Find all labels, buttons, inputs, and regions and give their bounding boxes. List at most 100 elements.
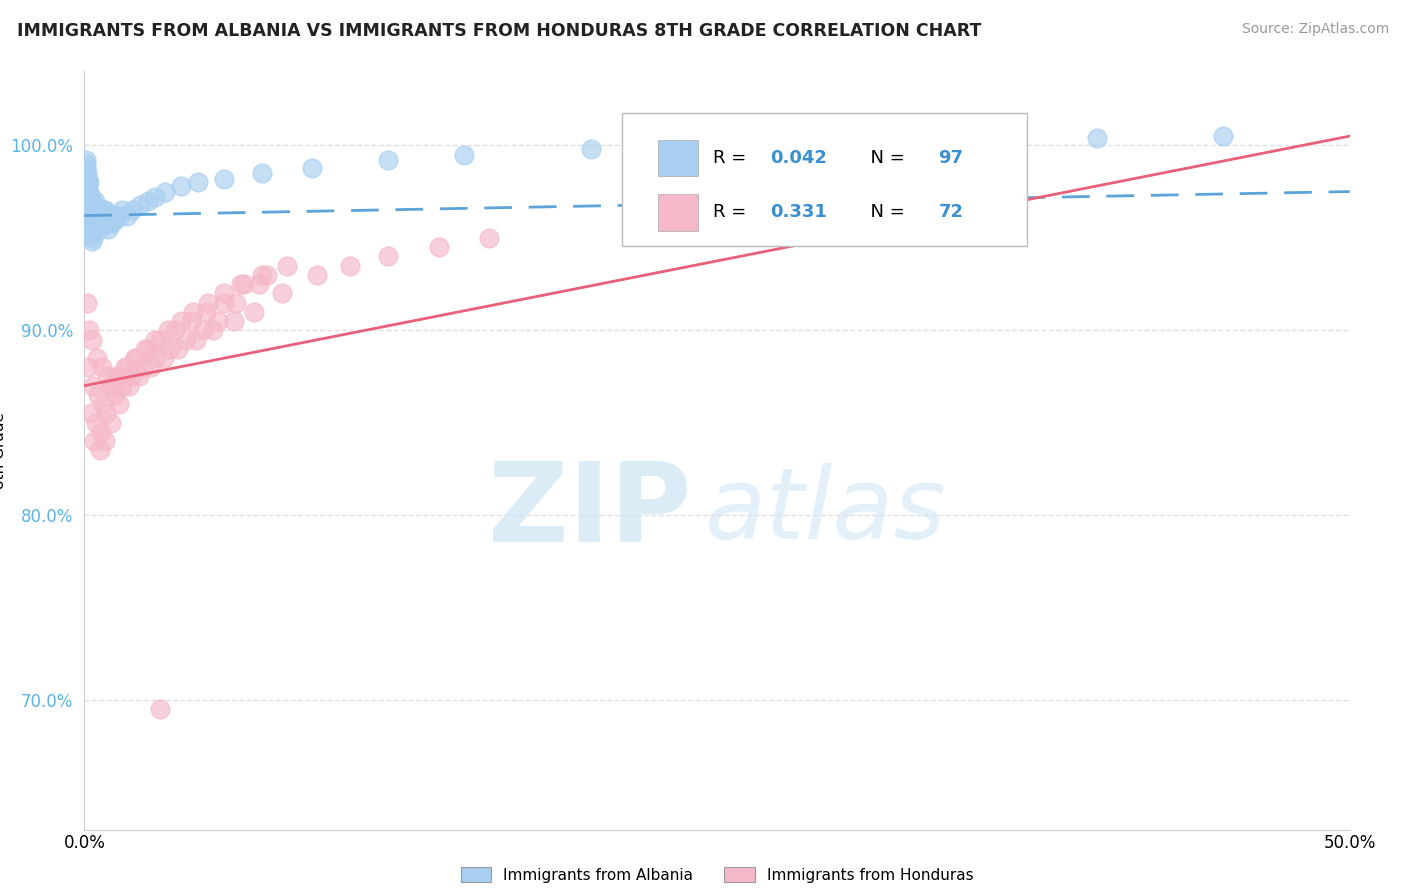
Text: 0.042: 0.042 xyxy=(770,149,827,167)
Point xyxy=(76,166,98,180)
Point xyxy=(94,216,117,230)
Point xyxy=(143,351,166,365)
Point xyxy=(83,221,105,235)
Point xyxy=(75,161,97,175)
Point xyxy=(98,378,121,392)
Point xyxy=(270,286,292,301)
Text: R =: R = xyxy=(713,203,752,221)
Point xyxy=(93,434,115,449)
Text: IMMIGRANTS FROM ALBANIA VS IMMIGRANTS FROM HONDURAS 8TH GRADE CORRELATION CHART: IMMIGRANTS FROM ALBANIA VS IMMIGRANTS FR… xyxy=(17,22,981,40)
Point xyxy=(100,212,122,227)
Point xyxy=(83,202,105,217)
Point xyxy=(82,378,104,392)
Point xyxy=(212,295,235,310)
Point xyxy=(90,209,112,223)
Point xyxy=(82,212,104,227)
Point xyxy=(165,323,187,337)
Point xyxy=(76,202,98,217)
Point xyxy=(101,216,124,230)
Point xyxy=(79,323,101,337)
Point xyxy=(97,221,120,235)
Point xyxy=(75,171,97,186)
Point xyxy=(250,268,273,282)
Point xyxy=(232,277,254,291)
Point xyxy=(129,197,152,211)
Point xyxy=(117,360,139,375)
Point xyxy=(87,216,110,230)
Point xyxy=(104,209,127,223)
Point xyxy=(87,216,110,230)
Point xyxy=(91,216,114,230)
Point xyxy=(83,197,105,211)
Point xyxy=(77,185,100,199)
Point xyxy=(84,202,107,217)
Point xyxy=(87,202,110,217)
Point xyxy=(84,416,107,430)
Point xyxy=(80,235,103,249)
Point xyxy=(75,157,97,171)
Point xyxy=(187,175,209,189)
Point xyxy=(134,342,156,356)
Point xyxy=(301,161,323,175)
Point xyxy=(114,360,136,375)
Point xyxy=(80,216,103,230)
Point xyxy=(75,197,97,211)
Point xyxy=(222,314,245,328)
Point xyxy=(98,216,121,230)
Point xyxy=(77,175,100,189)
Point xyxy=(212,286,235,301)
Point xyxy=(75,166,97,180)
Point xyxy=(194,305,217,319)
Point xyxy=(212,171,235,186)
Point xyxy=(136,194,159,208)
Point xyxy=(121,369,143,384)
Point xyxy=(87,388,110,402)
Point xyxy=(77,194,100,208)
Point xyxy=(87,212,110,227)
Point xyxy=(89,443,111,458)
Point xyxy=(80,209,103,223)
Point xyxy=(339,259,361,273)
Point xyxy=(156,323,179,337)
Point xyxy=(100,212,122,227)
Point xyxy=(80,190,103,204)
Y-axis label: 8th Grade: 8th Grade xyxy=(0,412,7,489)
Point xyxy=(111,202,134,217)
Point xyxy=(79,221,103,235)
Point xyxy=(79,212,101,227)
Point xyxy=(111,378,134,392)
Point xyxy=(1212,129,1234,144)
Point xyxy=(77,185,100,199)
Point xyxy=(124,351,146,365)
Point xyxy=(180,314,202,328)
Point xyxy=(1085,131,1108,145)
Text: 72: 72 xyxy=(939,203,963,221)
Point xyxy=(250,166,273,180)
Point xyxy=(197,295,219,310)
Point xyxy=(159,342,181,356)
Point xyxy=(184,333,207,347)
Point xyxy=(143,333,166,347)
Point xyxy=(149,333,172,347)
Point xyxy=(276,259,298,273)
Point xyxy=(307,268,329,282)
Point xyxy=(76,295,98,310)
Point xyxy=(93,397,115,411)
Point xyxy=(75,190,97,204)
Point xyxy=(453,147,475,161)
Point xyxy=(143,190,166,204)
Point xyxy=(76,179,98,194)
Point xyxy=(79,407,103,421)
Text: atlas: atlas xyxy=(704,463,946,559)
Point xyxy=(96,369,118,384)
Point xyxy=(243,305,266,319)
Point xyxy=(77,209,100,223)
Point xyxy=(91,360,114,375)
Point xyxy=(86,351,108,365)
Point xyxy=(231,277,253,291)
Point xyxy=(89,221,111,235)
Point xyxy=(117,209,139,223)
Point xyxy=(169,179,191,194)
Point xyxy=(93,212,115,227)
Point xyxy=(121,202,143,217)
